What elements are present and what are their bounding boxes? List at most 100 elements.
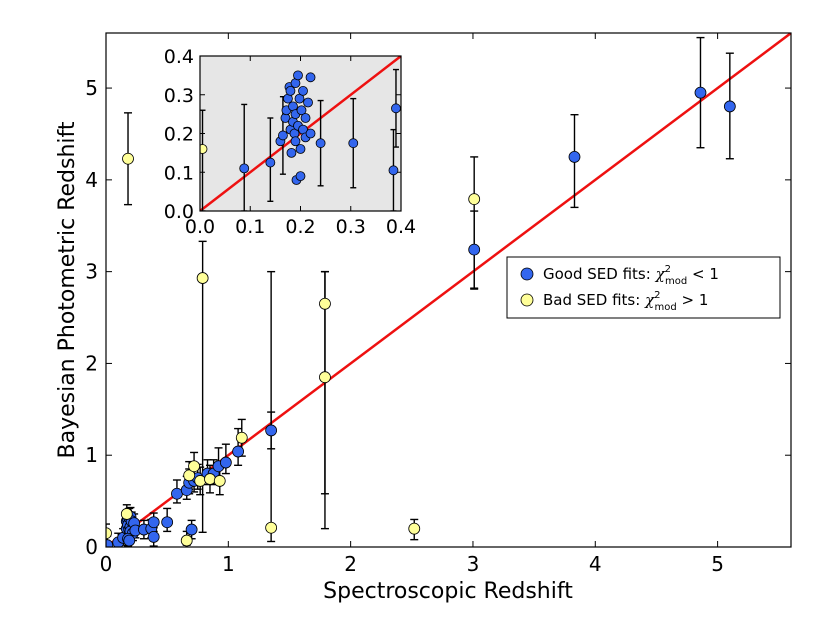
bad-fit-point <box>319 371 331 384</box>
legend: Good SED fits: χ2 mod < 1 Bad SED fits: χ… <box>506 256 781 319</box>
inset-y-tick-label: 0.1 <box>164 162 194 184</box>
legend-label-good-suffix: < 1 <box>687 265 719 283</box>
inset-good-fit-point <box>286 147 297 158</box>
good-fit-point <box>106 539 114 547</box>
inset-good-fit-point <box>300 113 311 123</box>
inset-good-fit-point <box>315 138 326 149</box>
inset-frame <box>199 55 402 212</box>
legend-label-good-sub: mod <box>665 276 687 287</box>
inset-good-fit-point <box>295 144 306 154</box>
bad-fit-point <box>194 475 207 487</box>
legend-label-bad-chi: χ <box>644 291 655 309</box>
good-fit-point <box>123 534 136 547</box>
bad-fit-point <box>213 475 226 487</box>
bad-fit-point <box>408 522 421 535</box>
legend-box <box>506 256 781 319</box>
bad-fit-point <box>188 460 200 473</box>
y-tick-label: 4 <box>85 168 98 192</box>
legend-label-bad: Bad SED fits: χ2 mod > 1 <box>543 290 708 313</box>
legend-marker-good <box>520 267 534 281</box>
inset-bad-fit-point <box>200 144 208 154</box>
good-fit-point <box>694 86 707 99</box>
good-fit-point <box>171 487 183 500</box>
main-tick-labels: 0 1 2 3 4 5 0 1 2 3 4 5 <box>85 76 724 576</box>
legend-label-good: Good SED fits: χ2 mod < 1 <box>543 264 719 287</box>
good-fit-point <box>185 523 198 536</box>
bad-fit-point <box>120 508 133 520</box>
inset-y-tick-label: 0.4 <box>164 46 194 68</box>
inset-good-fit-point <box>305 72 316 83</box>
bad-fit-point <box>319 297 331 310</box>
main-ticks <box>105 33 791 548</box>
y-tick-label: 5 <box>85 76 98 100</box>
y-axis-label: Bayesian Photometric Redshift <box>55 121 80 458</box>
bad-fit-point <box>196 272 209 284</box>
inset-x-tick-label: 0.3 <box>336 216 366 238</box>
good-fit-point <box>468 243 481 256</box>
inset-good-fit-point <box>239 163 250 174</box>
bad-fit-point <box>183 469 196 482</box>
y-tick-label: 2 <box>85 351 98 375</box>
inset-points <box>200 70 401 185</box>
legend-label-good-sup: 2 <box>665 264 671 275</box>
x-tick-label: 2 <box>344 552 357 576</box>
legend-marker-bad <box>520 293 534 307</box>
inset-good-fit-errorbar <box>241 103 248 211</box>
inset-good-fit-point <box>293 70 303 81</box>
good-fit-point <box>219 456 232 469</box>
x-tick-label: 4 <box>589 552 602 576</box>
legend-label-bad-suffix: > 1 <box>677 291 709 309</box>
bad-fit-point <box>265 521 278 534</box>
inset-x-tick-label: 0.2 <box>285 216 315 238</box>
inset-good-fit-point <box>265 157 276 168</box>
bad-fit-point <box>468 193 481 206</box>
x-tick-label: 1 <box>222 552 235 576</box>
inset-y-tick-label: 0.3 <box>164 85 194 107</box>
y-tick-label: 0 <box>85 535 98 559</box>
x-tick-label: 0 <box>100 552 113 576</box>
legend-label-bad-sub: mod <box>655 302 677 313</box>
inset-y-tick-label: 0.0 <box>164 201 194 223</box>
good-fit-point <box>723 100 736 113</box>
plot-frame <box>105 32 792 548</box>
good-fit-point <box>147 531 160 543</box>
x-tick-label: 3 <box>467 552 480 576</box>
legend-label-bad-sup: 2 <box>654 290 660 301</box>
inset-good-fit-point <box>305 128 316 139</box>
bad-fit-errorbar <box>320 270 329 530</box>
good-fit-point <box>568 151 581 163</box>
inset-good-fit-point <box>295 171 306 182</box>
legend-label-bad-prefix: Bad SED fits: <box>543 291 645 309</box>
bad-fit-point <box>122 152 134 165</box>
inset-good-fit-point <box>278 130 288 141</box>
inset-good-fit-point <box>290 136 301 147</box>
inset-tick-labels: 0.0 0.1 0.2 0.3 0.4 0.0 0.1 0.2 0.3 0.4 <box>164 46 416 238</box>
x-tick-label: 5 <box>711 552 724 576</box>
bad-fit-errorbar <box>470 156 479 290</box>
inset-good-fit-point <box>285 85 296 96</box>
inset-plot: 0.0 0.1 0.2 0.3 0.4 0.0 0.1 0.2 0.3 0.4 <box>164 46 416 238</box>
legend-label-good-prefix: Good SED fits: <box>543 265 656 283</box>
bad-fit-point <box>204 473 216 485</box>
y-tick-label: 3 <box>85 260 98 284</box>
good-fit-point <box>161 516 174 529</box>
inset-x-tick-label: 0.4 <box>386 216 416 238</box>
inset-good-fit-point <box>391 103 401 114</box>
y-tick-label: 1 <box>85 443 98 467</box>
bad-fit-errorbar <box>267 270 276 543</box>
inset-good-fit-point <box>388 165 399 176</box>
inset-y-tick-label: 0.2 <box>164 124 194 146</box>
bad-fit-point <box>180 534 193 547</box>
inset-x-tick-label: 0.1 <box>235 216 265 238</box>
main-points <box>106 86 736 547</box>
bad-fit-point <box>106 527 112 540</box>
good-fit-point <box>265 424 278 437</box>
x-axis-label: Spectroscopic Redshift <box>323 579 573 604</box>
inset-x-tick-label: 0.0 <box>185 216 215 238</box>
inset-good-fit-point <box>303 97 313 108</box>
legend-label-good-chi: χ <box>655 265 666 283</box>
inset-good-fit-point <box>296 105 307 116</box>
bad-fit-point <box>235 431 248 444</box>
inset-good-fit-point <box>348 138 359 149</box>
